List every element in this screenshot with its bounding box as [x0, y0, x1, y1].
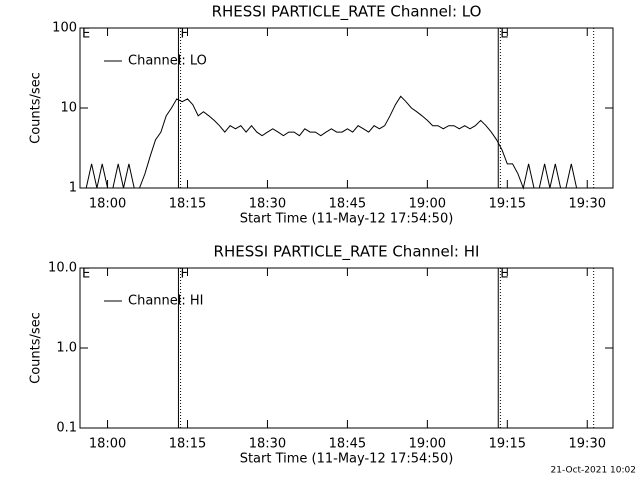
- y-tick-label: 1.0: [56, 341, 77, 356]
- event-label: E: [82, 27, 90, 42]
- event-label: E: [82, 267, 90, 282]
- y-axis-label: Counts/sec: [29, 72, 44, 144]
- legend-label: Channel: HI: [128, 294, 204, 309]
- event-label: F: [180, 267, 187, 282]
- x-axis-label: Start Time (11-May-12 17:54:50): [240, 212, 454, 227]
- x-tick-label: 18:15: [169, 437, 206, 452]
- x-tick-label: 19:00: [409, 197, 446, 212]
- x-tick-label: 18:30: [249, 197, 286, 212]
- y-axis-label: Counts/sec: [29, 312, 44, 384]
- x-tick-label: 19:15: [489, 437, 526, 452]
- timestamp: 21-Oct-2021 10:02: [551, 466, 636, 476]
- x-tick-label: 18:45: [329, 437, 366, 452]
- x-tick-label: 19:30: [569, 197, 606, 212]
- x-tick-label: 19:15: [489, 197, 526, 212]
- x-tick-label: 18:45: [329, 197, 366, 212]
- y-tick-label: 0.1: [56, 421, 77, 436]
- x-tick-label: 18:00: [89, 197, 126, 212]
- y-tick-label: 10: [60, 101, 77, 116]
- legend-label: Channel: LO: [128, 54, 207, 69]
- x-tick-label: 19:30: [569, 437, 606, 452]
- event-label: E: [500, 27, 508, 42]
- chart-title: RHESSI PARTICLE_RATE Channel: HI: [214, 243, 480, 262]
- x-tick-label: 18:30: [249, 437, 286, 452]
- x-tick-label: 18:15: [169, 197, 206, 212]
- event-label: F: [180, 27, 187, 42]
- chart-title: RHESSI PARTICLE_RATE Channel: LO: [212, 3, 482, 22]
- event-label: E: [500, 267, 508, 282]
- y-tick-label: 100: [52, 21, 77, 36]
- data-line: [85, 95, 578, 190]
- y-tick-label: 10.0: [48, 261, 77, 276]
- y-tick-label: 1: [69, 181, 77, 196]
- x-tick-label: 18:00: [89, 437, 126, 452]
- x-tick-label: 19:00: [409, 437, 446, 452]
- x-axis-label: Start Time (11-May-12 17:54:50): [240, 452, 454, 467]
